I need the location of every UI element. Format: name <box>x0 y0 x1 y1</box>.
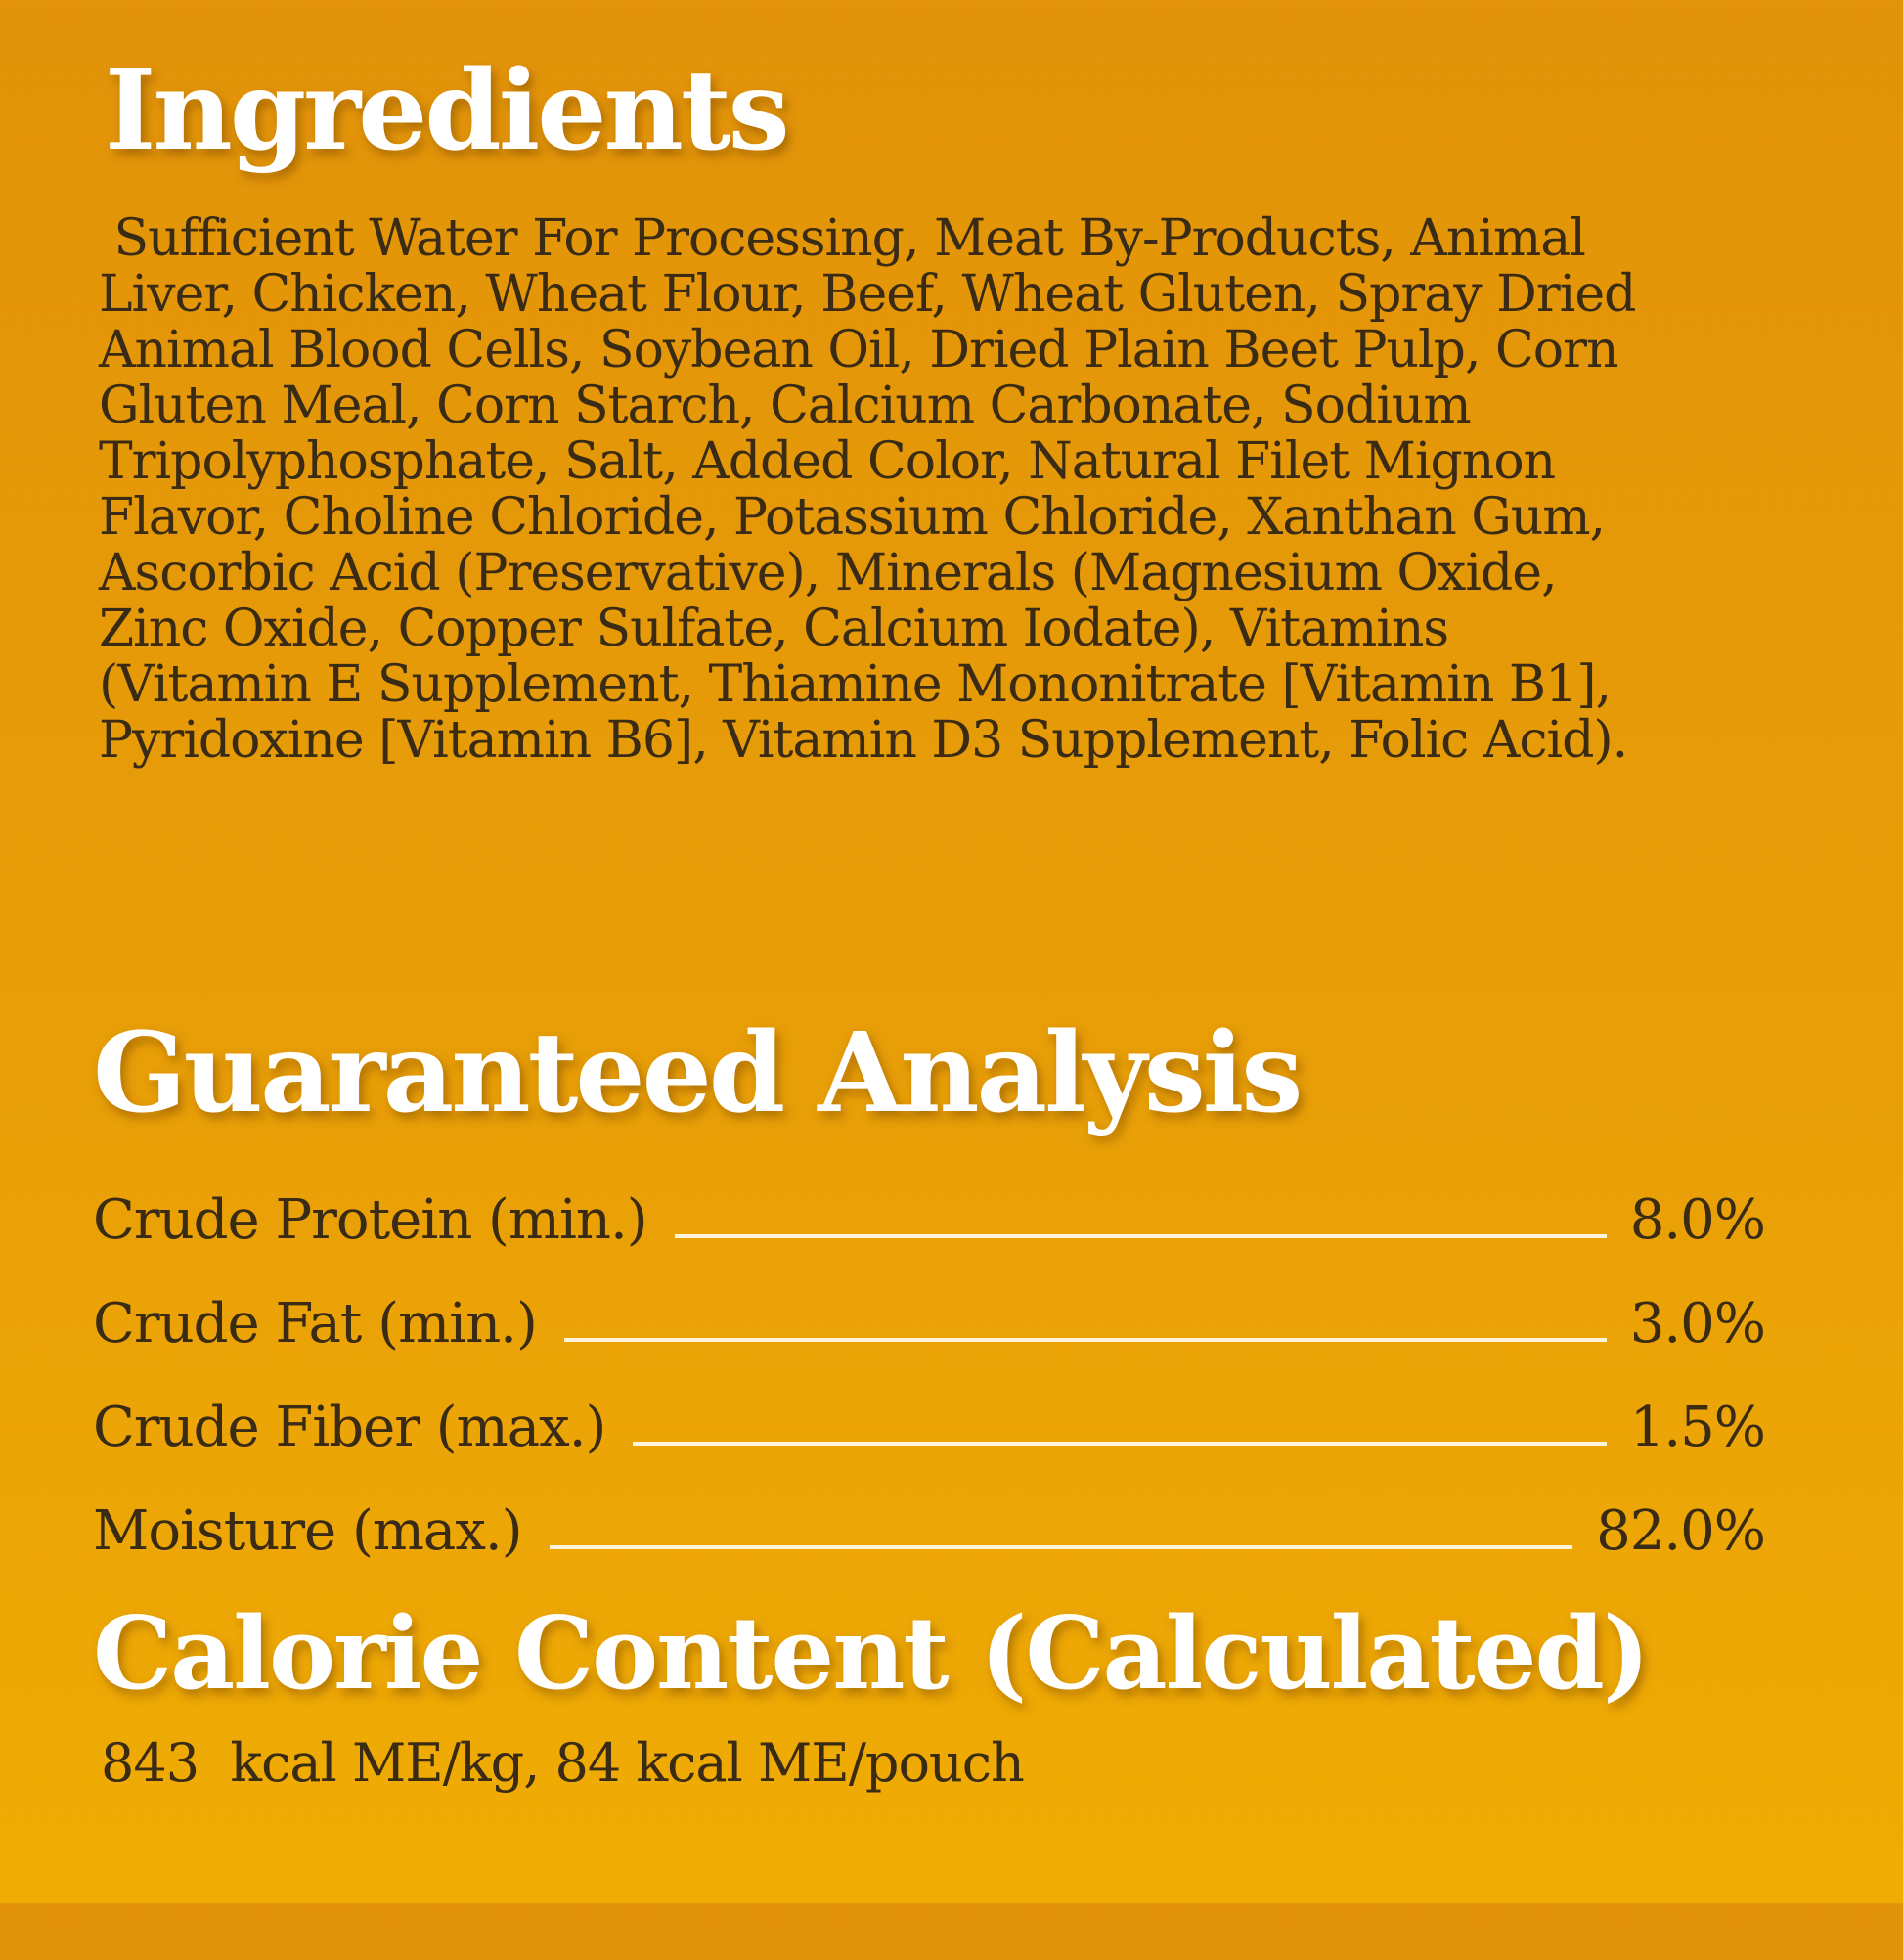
analysis-value: 82.0% <box>1596 1499 1766 1563</box>
guaranteed-analysis-heading: Guaranteed Analysis <box>93 1009 1303 1137</box>
leader-line <box>674 1226 1607 1238</box>
calorie-content-text: 843 kcal ME/kg, 84 kcal ME/pouch <box>101 1732 1025 1794</box>
analysis-label: Crude Fiber (max.) <box>93 1396 606 1459</box>
analysis-label: Crude Fat (min.) <box>93 1292 538 1356</box>
analysis-row-crude-fat: Crude Fat (min.) 3.0% <box>93 1292 1766 1356</box>
ingredients-text: Sufficient Water For Processing, Meat By… <box>99 209 1636 770</box>
calorie-content-heading: Calorie Content (Calculated) <box>93 1595 1650 1713</box>
leader-line <box>633 1434 1607 1446</box>
guaranteed-analysis-table: Crude Protein (min.) 8.0% Crude Fat (min… <box>93 1188 1766 1563</box>
analysis-value: 1.5% <box>1629 1396 1766 1459</box>
analysis-label: Moisture (max.) <box>93 1499 523 1563</box>
leader-line <box>549 1537 1573 1549</box>
analysis-label: Crude Protein (min.) <box>93 1188 648 1252</box>
analysis-row-crude-protein: Crude Protein (min.) 8.0% <box>93 1188 1766 1252</box>
analysis-row-moisture: Moisture (max.) 82.0% <box>93 1499 1766 1563</box>
leader-line <box>563 1330 1607 1342</box>
analysis-value: 8.0% <box>1629 1188 1766 1252</box>
analysis-value: 3.0% <box>1629 1292 1766 1356</box>
analysis-row-crude-fiber: Crude Fiber (max.) 1.5% <box>93 1396 1766 1459</box>
ingredients-heading: Ingredients <box>105 47 790 175</box>
pet-food-label-panel: Ingredients Sufficient Water For Process… <box>0 57 1903 1960</box>
